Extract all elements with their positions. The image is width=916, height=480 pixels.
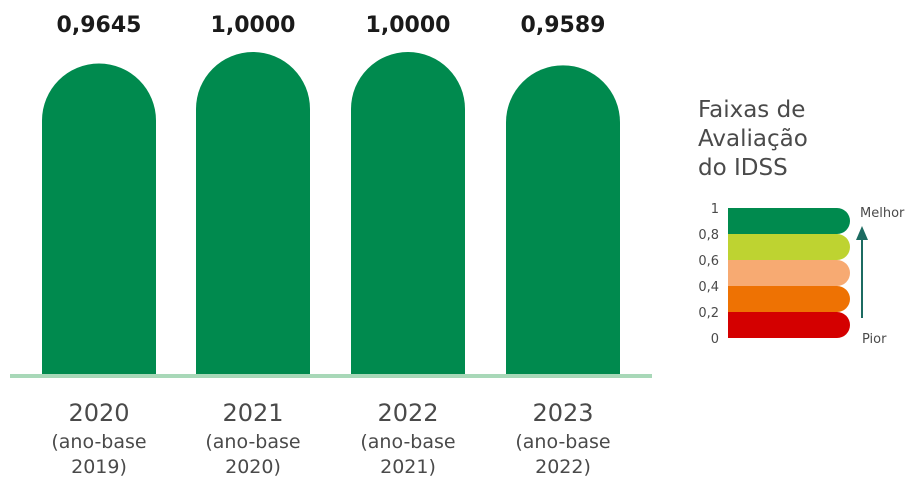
legend-band-0_6-0_8	[728, 234, 850, 260]
x-tick-label-2023: 2023	[532, 399, 593, 427]
value-labels-group: 0,9645 1,0000 1,0000 0,9589	[57, 13, 606, 38]
legend-tick-3: 0,6	[698, 254, 719, 269]
x-axis-labels-group: 2020 (ano-base 2019) 2021 (ano-base 2020) 2022…	[51, 399, 610, 478]
legend-title-line-2: Avaliação	[698, 126, 808, 152]
x-tick-label-2021: 2021	[222, 399, 283, 427]
x-tick-label-2020: 2020	[68, 399, 129, 427]
legend-tick-1: 0,2	[698, 306, 719, 321]
legend-tick-4: 0,8	[698, 228, 719, 243]
bar-2021	[196, 52, 310, 376]
value-label-2022: 1,0000	[366, 13, 451, 38]
bar-2022	[351, 52, 465, 376]
x-tick-sublabel-2022-1: (ano-base	[360, 431, 455, 453]
bar-2020	[42, 63, 156, 376]
legend-ticks: 0 0,2 0,4 0,6 0,8 1	[698, 202, 719, 347]
bars-group	[42, 52, 620, 376]
x-tick-sublabel-2021-2: 2020)	[225, 456, 281, 478]
legend-title-line-1: Faixas de	[698, 97, 805, 123]
legend-worst-label: Pior	[862, 332, 887, 347]
legend-tick-5: 1	[711, 202, 719, 217]
legend-tick-2: 0,4	[698, 280, 719, 295]
legend-title: Faixas de Avaliação do IDSS	[698, 97, 808, 181]
x-tick-sublabel-2020-2: 2019)	[71, 456, 127, 478]
value-label-2020: 0,9645	[57, 13, 142, 38]
legend-band-0_8-1	[728, 208, 850, 234]
legend-bands	[728, 208, 850, 338]
legend-arrow-up-icon	[856, 226, 868, 240]
x-tick-sublabel-2021-1: (ano-base	[205, 431, 300, 453]
legend-band-0-0_2	[728, 312, 850, 338]
legend-tick-0: 0	[711, 332, 719, 347]
value-label-2021: 1,0000	[211, 13, 296, 38]
value-label-2023: 0,9589	[521, 13, 606, 38]
x-tick-sublabel-2022-2: 2021)	[380, 456, 436, 478]
x-tick-sublabel-2020-1: (ano-base	[51, 431, 146, 453]
legend-title-line-3: do IDSS	[698, 155, 788, 181]
legend-band-0_2-0_4	[728, 286, 850, 312]
x-tick-label-2022: 2022	[377, 399, 438, 427]
bar-2023	[506, 65, 620, 376]
x-tick-sublabel-2023-2: 2022)	[535, 456, 591, 478]
legend-best-label: Melhor	[860, 206, 905, 221]
x-tick-sublabel-2023-1: (ano-base	[515, 431, 610, 453]
idss-legend: Faixas de Avaliação do IDSS 0 0,2 0,4 0,6 0,8 1…	[698, 97, 905, 347]
legend-band-0_4-0_6	[728, 260, 850, 286]
